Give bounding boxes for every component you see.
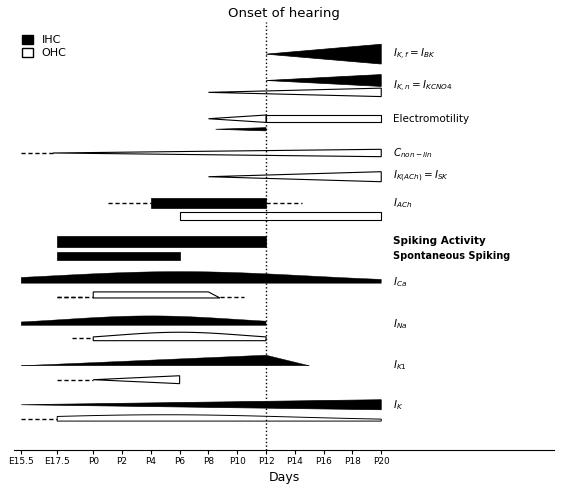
Bar [151, 198, 266, 208]
Bar [180, 212, 381, 220]
Polygon shape [209, 88, 381, 97]
Polygon shape [93, 292, 220, 298]
Bar [57, 251, 180, 260]
Title: Onset of hearing: Onset of hearing [228, 7, 340, 20]
Bar [266, 115, 381, 122]
Polygon shape [209, 172, 381, 182]
Text: $I_{Na}$: $I_{Na}$ [393, 318, 407, 331]
Text: $I_{K,n} = I_{KCNO4}$: $I_{K,n} = I_{KCNO4}$ [393, 79, 452, 94]
Legend: IHC, OHC: IHC, OHC [20, 32, 69, 60]
Text: $I_{Ca}$: $I_{Ca}$ [393, 275, 407, 289]
Text: $C_{non-lin}$: $C_{non-lin}$ [393, 146, 433, 160]
Polygon shape [53, 149, 381, 157]
Polygon shape [209, 115, 266, 122]
Polygon shape [266, 44, 381, 64]
Polygon shape [21, 316, 266, 326]
Bar [57, 236, 266, 246]
Polygon shape [266, 75, 381, 86]
Text: $I_{K,f} = I_{BK}$: $I_{K,f} = I_{BK}$ [393, 47, 435, 62]
Polygon shape [21, 355, 309, 366]
Polygon shape [21, 272, 381, 283]
Text: Electromotility: Electromotility [393, 114, 469, 124]
Polygon shape [215, 128, 266, 131]
Text: Spontaneous Spiking: Spontaneous Spiking [393, 251, 510, 261]
Polygon shape [21, 400, 381, 410]
Text: $I_{K1}$: $I_{K1}$ [393, 358, 407, 372]
Text: Spiking Activity: Spiking Activity [393, 236, 485, 246]
X-axis label: Days: Days [268, 471, 300, 484]
Text: $I_{K(ACh)} = I_{SK}$: $I_{K(ACh)} = I_{SK}$ [393, 169, 449, 185]
Polygon shape [57, 415, 381, 421]
Polygon shape [93, 376, 180, 383]
Text: $I_K$: $I_K$ [393, 398, 403, 411]
Text: $I_{ACh}$: $I_{ACh}$ [393, 196, 412, 210]
Polygon shape [93, 332, 266, 341]
